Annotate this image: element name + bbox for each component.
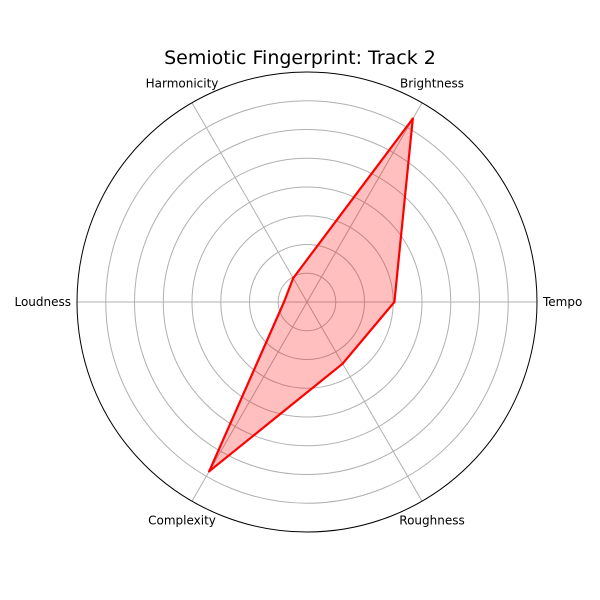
data-layer [208, 117, 414, 473]
outer-frame [76, 71, 538, 533]
chart-title: Semiotic Fingerprint: Track 2 [164, 47, 436, 69]
point-brightness [411, 117, 414, 120]
series-area [209, 118, 413, 472]
label-tempo: Tempo [542, 295, 582, 309]
point-tempo [393, 300, 396, 304]
point-loudness [282, 300, 286, 304]
label-roughness: Roughness [399, 514, 464, 528]
point-roughness [341, 362, 344, 365]
spoke-brightness [306, 102, 423, 303]
label-brightness: Brightness [400, 76, 464, 90]
spoke-roughness [306, 301, 423, 502]
point-complexity [208, 470, 211, 473]
label-complexity: Complexity [148, 514, 216, 528]
spoke-harmonicity [191, 102, 308, 303]
label-loudness: Loudness [14, 295, 71, 309]
point-harmonicity [292, 276, 295, 280]
label-harmonicity: Harmonicity [146, 76, 219, 90]
grid [76, 71, 538, 533]
axis-labels: Tempo Brightness Harmonicity Loudness Comple… [14, 76, 582, 527]
